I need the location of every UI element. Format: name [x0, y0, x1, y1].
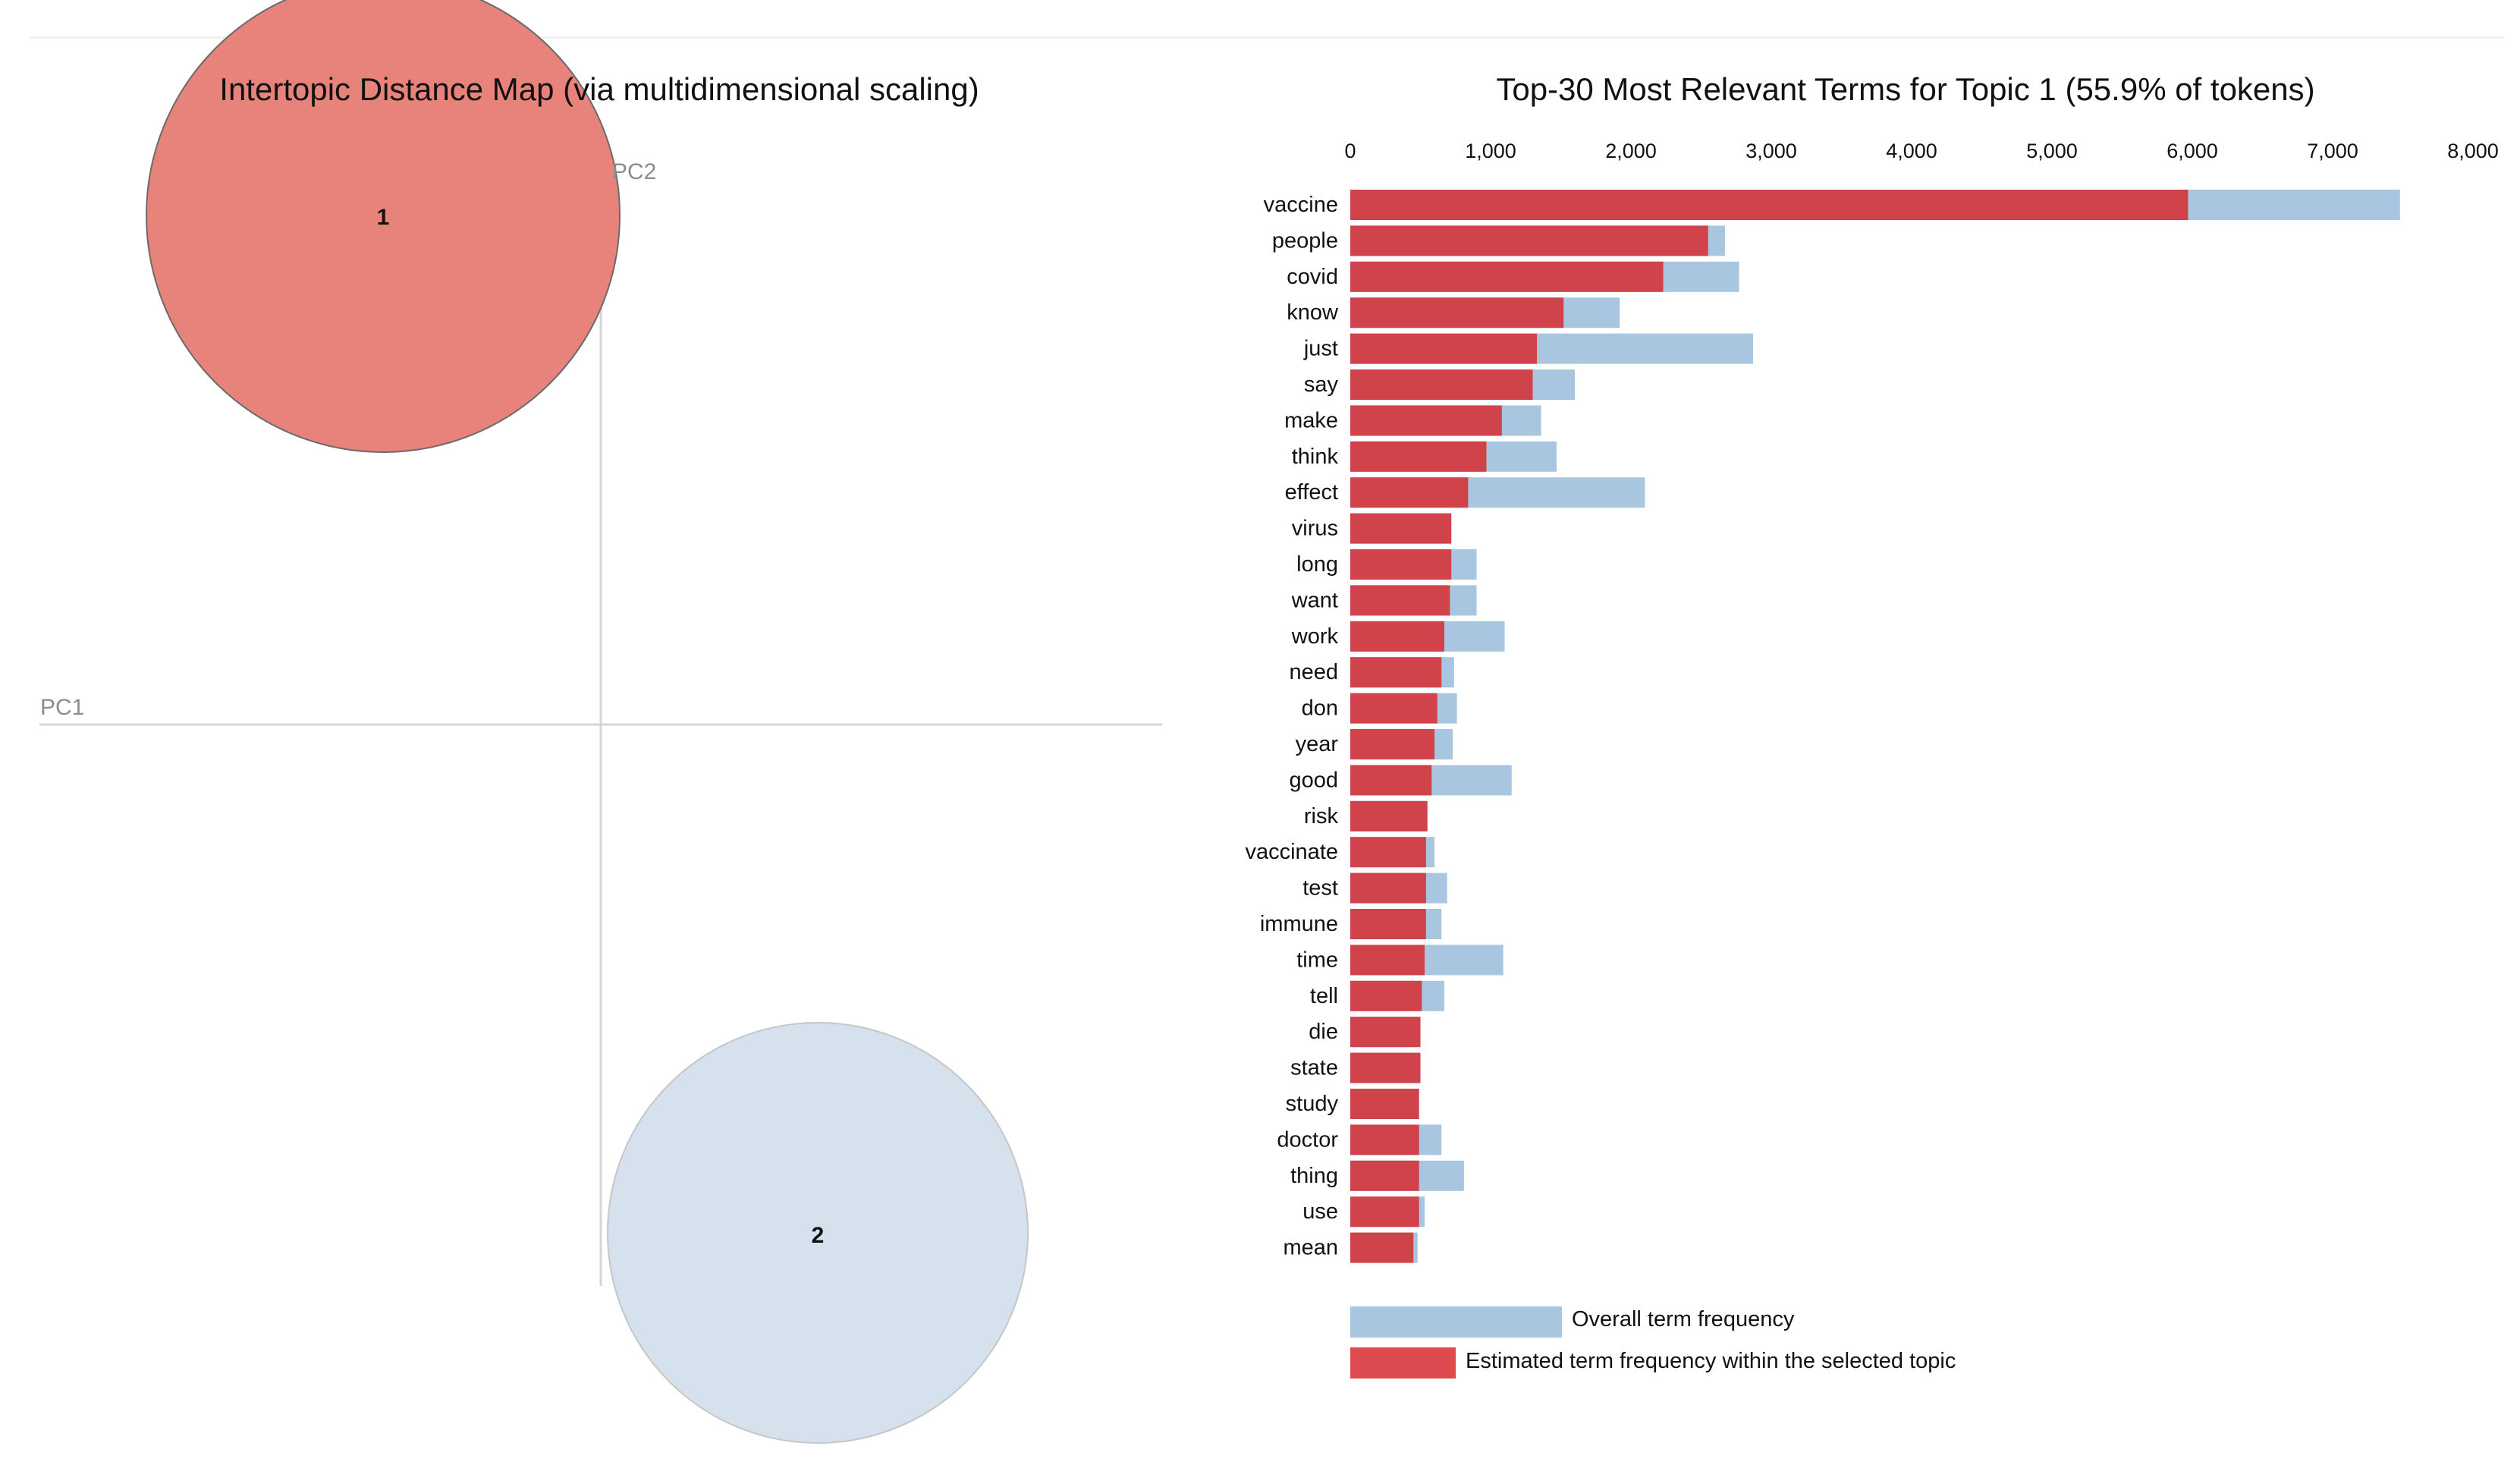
bar-estimated-covid[interactable] [1350, 261, 1664, 292]
bar-estimated-make[interactable] [1350, 405, 1502, 436]
term-label-mean[interactable]: mean [1283, 1236, 1338, 1260]
term-label-say[interactable]: say [1304, 373, 1339, 397]
x-tick-label: 6,000 [2167, 140, 2218, 162]
term-label-thing[interactable]: thing [1290, 1164, 1338, 1188]
term-label-good[interactable]: good [1289, 768, 1338, 792]
bar-chart-title: Top-30 Most Relevant Terms for Topic 1 (… [1496, 71, 2314, 107]
bar-series [1350, 190, 2400, 1263]
top-border [30, 36, 2503, 39]
bar-estimated-people[interactable] [1350, 225, 1708, 256]
legend-swatch-estimated [1350, 1347, 1456, 1379]
bar-estimated-work[interactable] [1350, 621, 1444, 652]
bar-estimated-use[interactable] [1350, 1196, 1419, 1228]
bar-estimated-study[interactable] [1350, 1089, 1419, 1119]
term-label-tell[interactable]: tell [1310, 984, 1338, 1008]
term-label-know[interactable]: know [1287, 300, 1339, 325]
term-label-use[interactable]: use [1302, 1199, 1338, 1224]
bar-estimated-state[interactable] [1350, 1052, 1421, 1083]
term-label-need[interactable]: need [1289, 660, 1338, 684]
pc2-label: PC2 [612, 159, 656, 184]
chart-legend: Overall term frequency Estimated term fr… [1350, 1306, 1956, 1379]
x-tick-label: 7,000 [2307, 140, 2358, 162]
term-label-think[interactable]: think [1292, 445, 1339, 469]
x-tick-label: 4,000 [1886, 140, 1937, 162]
x-tick-label: 0 [1344, 140, 1356, 162]
bar-estimated-risk[interactable] [1350, 800, 1428, 832]
term-label-long[interactable]: long [1296, 552, 1338, 577]
topic-bubble-label-1[interactable]: 1 [377, 205, 390, 230]
bar-estimated-know[interactable] [1350, 297, 1564, 329]
term-label-state[interactable]: state [1290, 1056, 1338, 1080]
bar-estimated-mean[interactable] [1350, 1232, 1414, 1263]
intertopic-distance-map: Intertopic Distance Map (via multidimens… [39, 0, 1162, 1444]
term-label-just[interactable]: just [1303, 337, 1338, 361]
term-labels: vaccine people covid know just say make think ef… [1245, 193, 1339, 1260]
bar-estimated-year[interactable] [1350, 729, 1434, 759]
term-label-time[interactable]: time [1296, 948, 1338, 972]
bar-estimated-virus[interactable] [1350, 513, 1452, 544]
term-label-immune[interactable]: immune [1260, 912, 1338, 936]
bar-estimated-good[interactable] [1350, 765, 1432, 796]
bar-estimated-die[interactable] [1350, 1017, 1421, 1048]
bar-estimated-want[interactable] [1350, 585, 1450, 616]
term-label-doctor[interactable]: doctor [1277, 1127, 1338, 1152]
term-label-don[interactable]: don [1302, 696, 1338, 721]
x-tick-label: 5,000 [2026, 140, 2078, 162]
bar-estimated-thing[interactable] [1350, 1160, 1419, 1191]
x-tick-label: 8,000 [2447, 140, 2499, 162]
x-tick-label: 3,000 [1745, 140, 1797, 162]
mds-title: Intertopic Distance Map (via multidimens… [219, 71, 979, 107]
term-label-vaccine[interactable]: vaccine [1264, 193, 1338, 217]
term-label-virus[interactable]: virus [1292, 517, 1338, 541]
pc1-label: PC1 [40, 695, 84, 720]
x-tick-label: 2,000 [1605, 140, 1657, 162]
bar-estimated-time[interactable] [1350, 945, 1425, 976]
term-label-want[interactable]: want [1291, 588, 1338, 612]
bar-estimated-immune[interactable] [1350, 909, 1426, 939]
bar-estimated-long[interactable] [1350, 549, 1452, 580]
bar-estimated-don[interactable] [1350, 693, 1438, 724]
legend-label-estimated: Estimated term frequency within the sele… [1466, 1349, 1956, 1373]
term-label-vaccinate[interactable]: vaccinate [1245, 840, 1338, 864]
term-label-effect[interactable]: effect [1285, 480, 1338, 505]
bar-estimated-effect[interactable] [1350, 477, 1469, 508]
x-axis-ticks: 0 1,000 2,000 3,000 4,000 5,000 6,000 7,000 8,00… [1344, 140, 2498, 162]
term-label-covid[interactable]: covid [1287, 265, 1338, 289]
term-label-year[interactable]: year [1296, 732, 1339, 756]
legend-swatch-overall [1350, 1306, 1562, 1338]
bar-estimated-test[interactable] [1350, 872, 1426, 904]
bar-estimated-doctor[interactable] [1350, 1124, 1419, 1155]
bar-estimated-say[interactable] [1350, 369, 1533, 400]
term-label-people[interactable]: people [1272, 228, 1338, 253]
relevant-terms-chart: Top-30 Most Relevant Terms for Topic 1 (… [1245, 71, 2499, 1379]
term-label-risk[interactable]: risk [1304, 804, 1339, 828]
term-label-test[interactable]: test [1302, 876, 1338, 901]
bar-estimated-think[interactable] [1350, 441, 1487, 472]
bar-estimated-just[interactable] [1350, 333, 1538, 364]
topic-bubble-label-2[interactable]: 2 [812, 1223, 825, 1248]
topic-bubble-1[interactable] [146, 0, 621, 453]
topic-bubble-2[interactable] [607, 1022, 1029, 1444]
bar-estimated-vaccine[interactable] [1350, 190, 2189, 220]
term-label-work[interactable]: work [1291, 624, 1339, 649]
bar-estimated-vaccinate[interactable] [1350, 837, 1426, 868]
x-tick-label: 1,000 [1465, 140, 1516, 162]
term-label-study[interactable]: study [1286, 1092, 1339, 1116]
legend-label-overall: Overall term frequency [1572, 1307, 1795, 1331]
bar-estimated-tell[interactable] [1350, 980, 1422, 1011]
bar-estimated-need[interactable] [1350, 657, 1442, 688]
term-label-make[interactable]: make [1284, 408, 1338, 432]
term-label-die[interactable]: die [1309, 1020, 1338, 1044]
